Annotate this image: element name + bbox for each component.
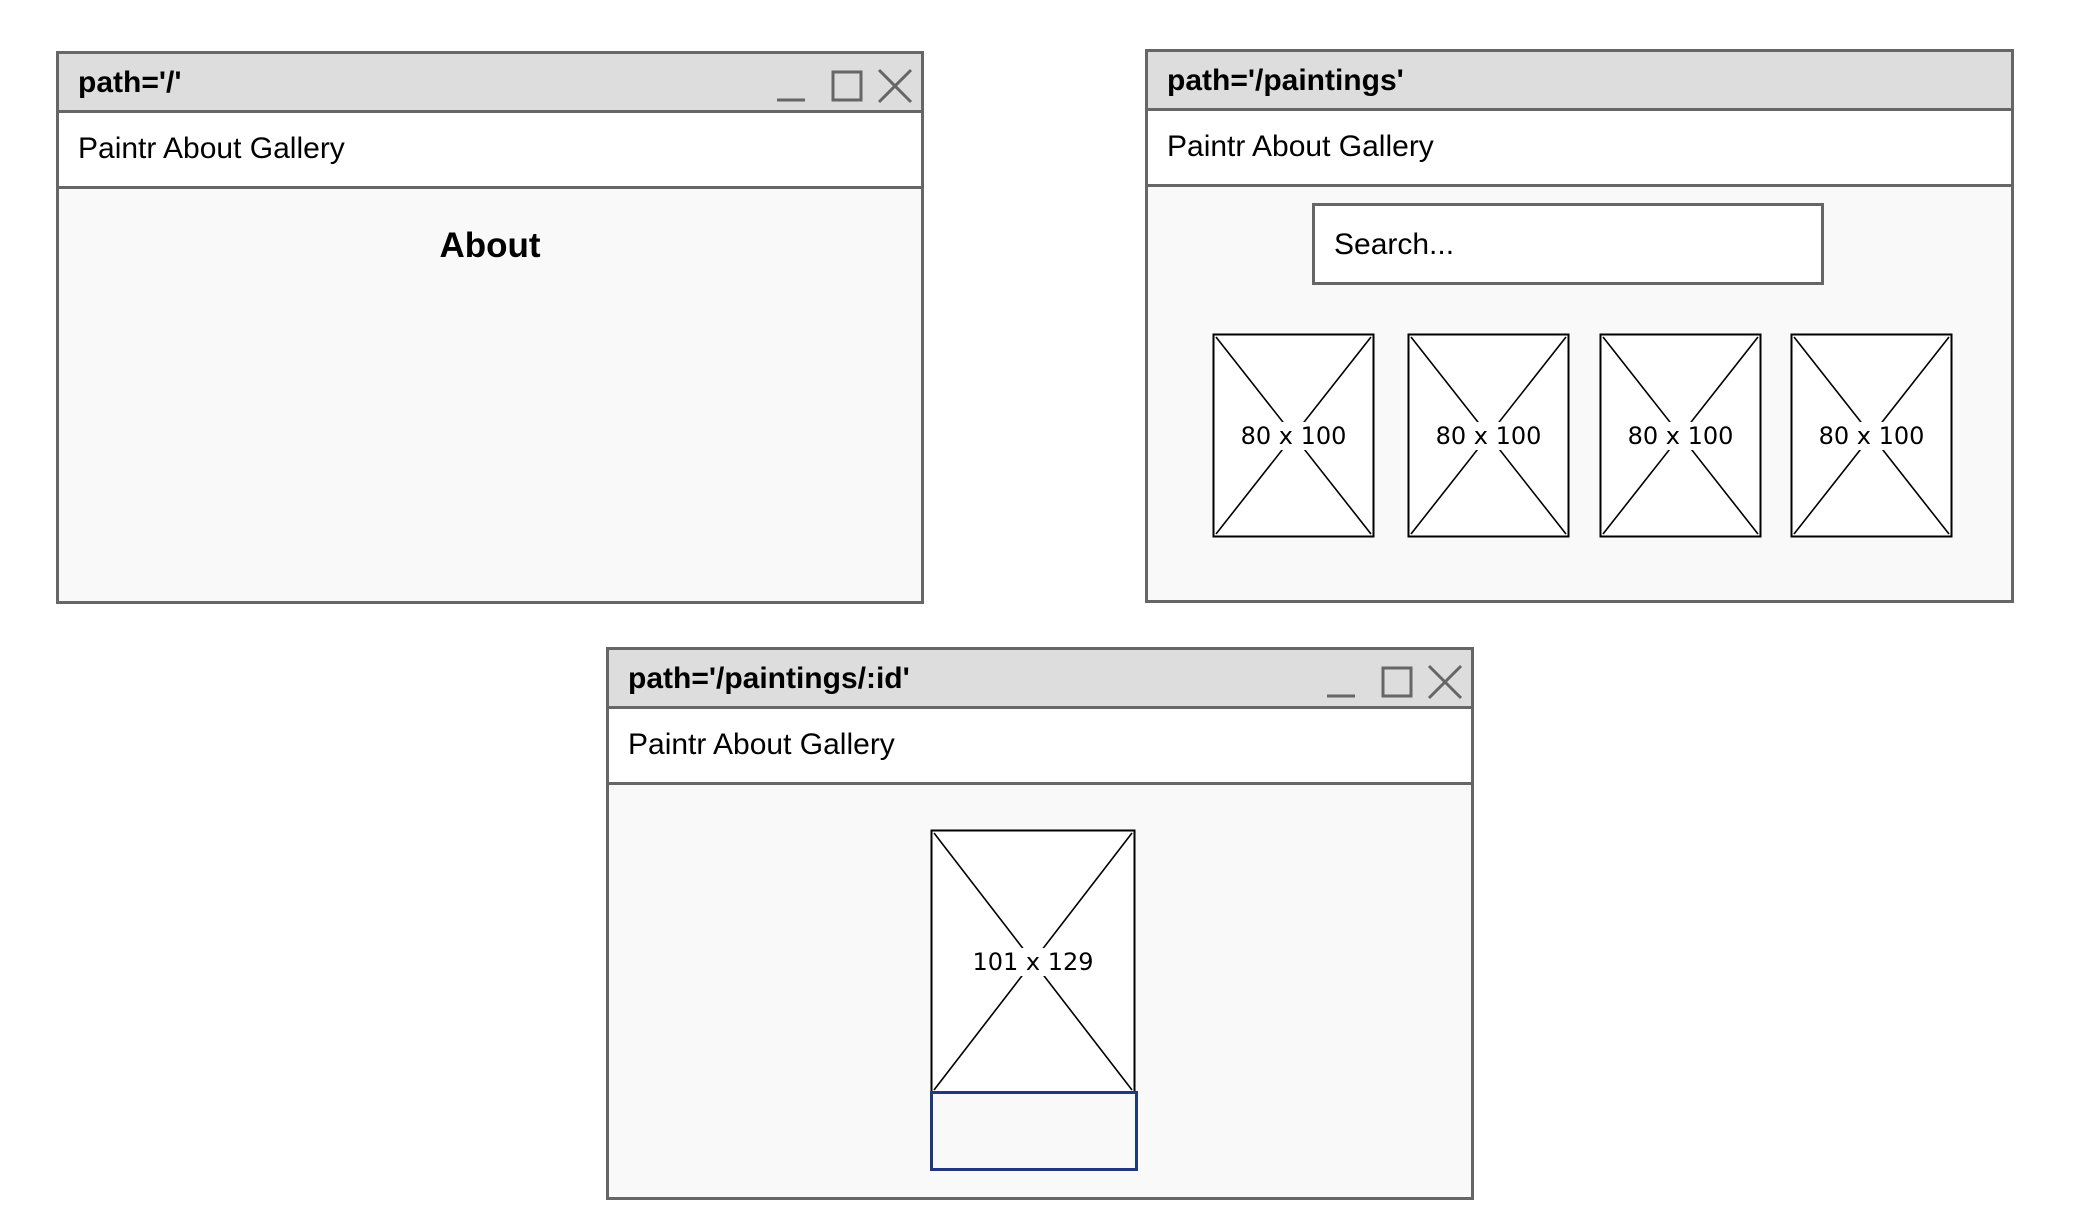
maximize-icon[interactable] (831, 70, 863, 102)
maximize-icon[interactable] (1381, 666, 1413, 698)
image-size-label: 80 x 100 (1433, 421, 1544, 450)
nav-links[interactable]: Paintr About Gallery (78, 132, 345, 165)
window-root: path='/' Paintr About Gallery About (56, 51, 924, 604)
window-title: path='/paintings/:id' (628, 662, 910, 695)
navbar: Paintr About Gallery (609, 709, 1471, 785)
image-size-label: 80 x 100 (1816, 421, 1927, 450)
painting-caption-box (930, 1091, 1138, 1171)
content-area: Search... 80 x 100 80 x 100 (1148, 187, 2011, 600)
painting-thumbnail[interactable]: 80 x 100 (1790, 333, 1953, 538)
window-title: path='/' (78, 66, 182, 99)
navbar: Paintr About Gallery (1148, 111, 2011, 187)
painting-thumbnail[interactable]: 80 x 100 (1407, 333, 1570, 538)
search-placeholder: Search... (1334, 228, 1455, 261)
painting-thumbnail[interactable]: 80 x 100 (1212, 333, 1375, 538)
window-controls (1313, 662, 1463, 702)
painting-thumbnail[interactable]: 80 x 100 (1599, 333, 1762, 538)
window-painting-detail: path='/paintings/:id' Paintr About Galle… (606, 647, 1474, 1200)
window-paintings: path='/paintings' Paintr About Gallery S… (1145, 49, 2014, 603)
image-size-label: 80 x 100 (1625, 421, 1736, 450)
image-size-label: 101 x 129 (970, 947, 1096, 976)
navbar: Paintr About Gallery (59, 113, 921, 189)
content-area: 101 x 129 (609, 785, 1471, 1197)
painting-image: 101 x 129 (930, 829, 1136, 1094)
close-icon[interactable] (1427, 664, 1463, 700)
window-titlebar[interactable]: path='/paintings/:id' (609, 650, 1471, 709)
nav-links[interactable]: Paintr About Gallery (628, 728, 895, 761)
window-titlebar[interactable]: path='/' (59, 54, 921, 113)
nav-links[interactable]: Paintr About Gallery (1167, 130, 1434, 163)
window-controls (763, 66, 913, 106)
window-titlebar[interactable]: path='/paintings' (1148, 52, 2011, 111)
search-input[interactable]: Search... (1312, 203, 1824, 285)
window-title: path='/paintings' (1167, 64, 1404, 97)
content-area: About (59, 189, 921, 601)
image-size-label: 80 x 100 (1238, 421, 1349, 450)
close-icon[interactable] (877, 68, 913, 104)
page-heading: About (439, 226, 541, 265)
